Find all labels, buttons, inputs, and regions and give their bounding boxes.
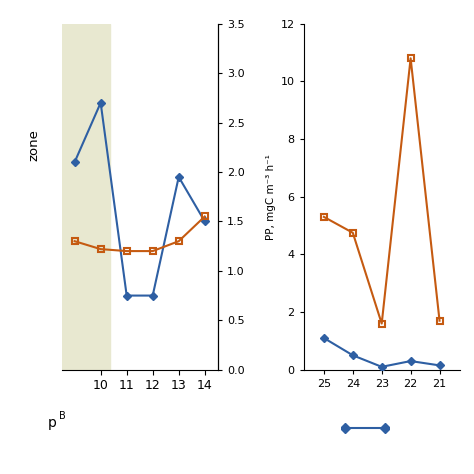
Text: B: B [59, 411, 66, 421]
Bar [62, 24, 110, 370]
Y-axis label: PP, mgC m⁻³ h⁻¹: PP, mgC m⁻³ h⁻¹ [266, 154, 276, 240]
Text: p: p [47, 416, 56, 429]
Text: zone: zone [27, 129, 40, 161]
